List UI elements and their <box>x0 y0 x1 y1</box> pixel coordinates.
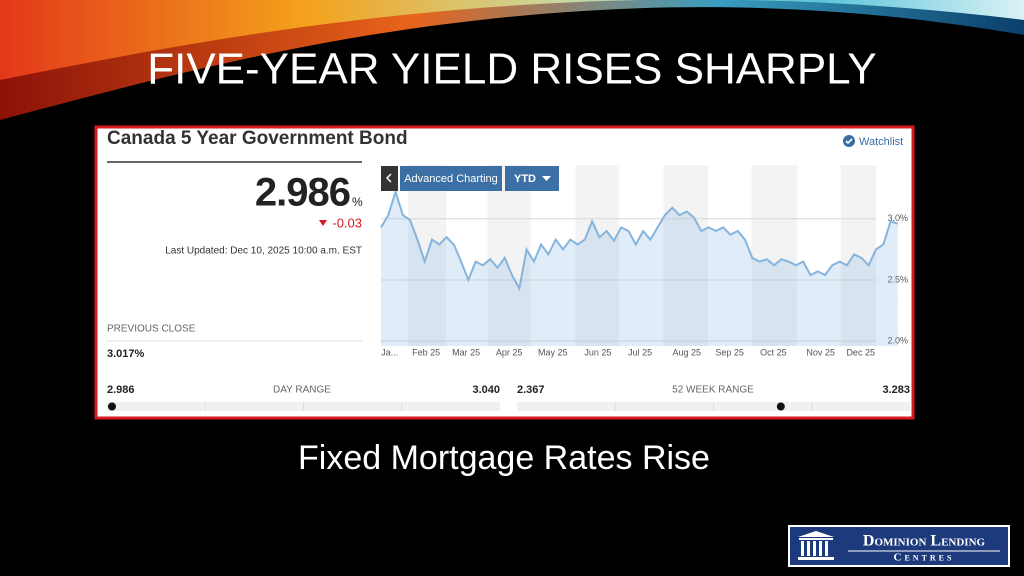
button-label[interactable]: YTD <box>514 173 536 185</box>
day-range-label: DAY RANGE <box>273 385 331 396</box>
logo-line1: Dominion Lending <box>863 533 986 550</box>
range-dot <box>776 402 785 411</box>
previous-close: 3.017% <box>107 348 145 360</box>
logo-icon <box>798 531 834 560</box>
area <box>381 191 898 346</box>
x-tick-label: Jul 25 <box>628 347 652 357</box>
chart: 2.0% 2.5% 3.0% Ja... Feb 25 Mar 25 Apr 25 May 2… <box>380 165 908 357</box>
wave <box>0 0 1024 80</box>
x-tick-label: Ja... <box>381 347 398 357</box>
price-unit: % <box>352 195 363 209</box>
x-tick-label: Feb 25 <box>412 347 440 357</box>
band <box>575 165 620 346</box>
x-tick-label: Nov 25 <box>806 347 835 357</box>
previous-close-label: PREVIOUS CLOSE <box>107 324 196 335</box>
back-icon <box>385 173 392 183</box>
y-tick-label: 3.0% <box>887 213 908 223</box>
slide-title: FIVE-YEAR YIELD RISES SHARPLY <box>147 45 877 94</box>
price: 2.986 <box>255 171 350 215</box>
y-tick-label: 2.5% <box>887 274 908 284</box>
week52-high: 3.283 <box>882 384 910 396</box>
down-arrow <box>319 220 327 226</box>
day-range-low: 2.986 <box>107 384 135 396</box>
band <box>487 165 531 346</box>
day-range-high: 3.040 <box>472 384 500 396</box>
logo-line2: Centres <box>894 552 955 564</box>
advanced-charting-button[interactable] <box>400 166 502 191</box>
y-tick-label: 2.0% <box>887 335 908 345</box>
x-tick-label: Sep 25 <box>715 347 744 357</box>
x-tick-label: Jun 25 <box>584 347 611 357</box>
week52-label: 52 WEEK RANGE <box>672 385 754 396</box>
slide-caption: Fixed Mortgage Rates Rise <box>298 439 710 477</box>
range-dot <box>108 402 116 411</box>
week52-low: 2.367 <box>517 384 545 396</box>
check <box>845 138 853 145</box>
change: -0.03 <box>332 215 362 230</box>
widget-title: Canada 5 Year Government Bond <box>107 128 408 149</box>
dropdown-icon <box>542 176 551 181</box>
x-tick-label: May 25 <box>538 347 568 357</box>
ytd-button[interactable] <box>505 166 559 191</box>
watchlist[interactable]: Watchlist <box>859 136 903 148</box>
last-updated: Last Updated: Dec 10, 2025 10:00 a.m. ES… <box>165 246 362 257</box>
x-tick-label: Oct 25 <box>760 347 787 357</box>
line <box>380 188 899 292</box>
band <box>663 165 709 346</box>
x-tick-label: Aug 25 <box>672 347 701 357</box>
button-label[interactable]: Advanced Charting <box>404 173 498 185</box>
x-tick-label: Mar 25 <box>452 347 480 357</box>
band <box>751 165 798 346</box>
range-bars <box>107 402 910 411</box>
x-tick-label: Apr 25 <box>496 347 523 357</box>
x-tick-label: Dec 25 <box>846 347 875 357</box>
back-button[interactable] <box>381 166 398 191</box>
